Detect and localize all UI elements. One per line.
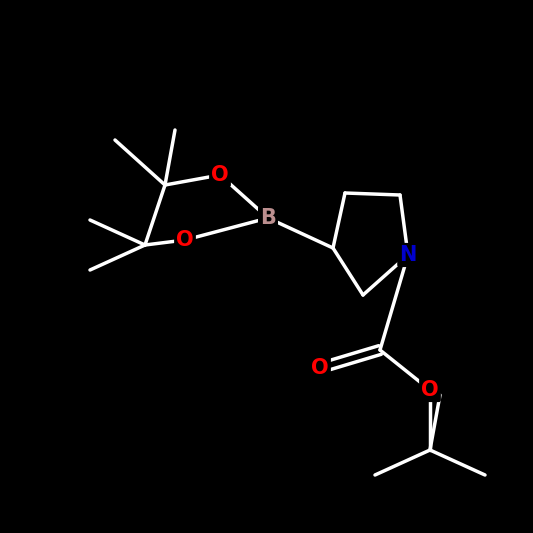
Text: N: N [399, 245, 417, 265]
Text: O: O [311, 358, 329, 378]
Text: O: O [421, 380, 439, 400]
Text: O: O [176, 230, 194, 250]
Text: B: B [260, 208, 276, 228]
Text: O: O [211, 165, 229, 185]
